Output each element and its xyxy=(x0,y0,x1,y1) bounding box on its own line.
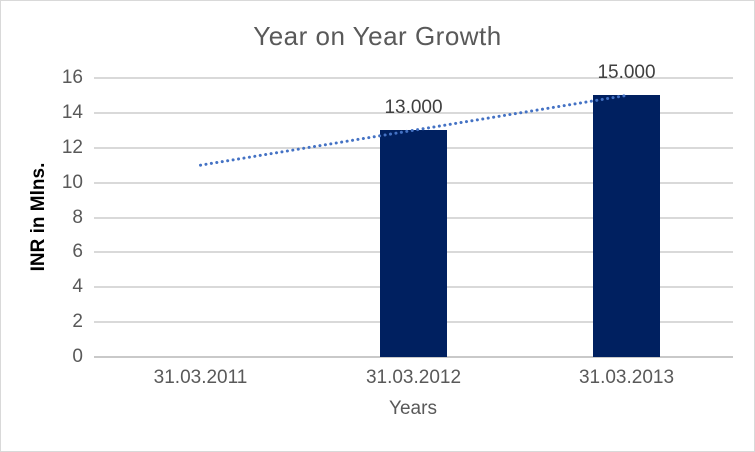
y-tick-label: 4 xyxy=(72,276,83,298)
y-tick-label: 6 xyxy=(72,241,83,263)
y-tick-label: 0 xyxy=(72,346,83,367)
y-tick-label: 8 xyxy=(72,206,83,228)
bar xyxy=(593,95,660,357)
x-axis-line xyxy=(94,356,733,358)
x-category-label: 31.03.2013 xyxy=(578,367,675,388)
y-tick-label: 12 xyxy=(61,136,83,158)
x-axis-title: Years xyxy=(389,398,437,419)
x-category-label: 31.03.2011 xyxy=(153,367,248,388)
y-tick-label: 2 xyxy=(72,311,83,333)
y-tick-label: 16 xyxy=(61,67,83,88)
gridline xyxy=(94,77,733,79)
bar xyxy=(380,130,447,357)
x-category-label: 31.03.2012 xyxy=(365,367,462,388)
chart-title: Year on Year Growth xyxy=(253,21,502,51)
plot-area: 13.000 15.000 xyxy=(94,63,733,358)
bar-data-label: 15.000 xyxy=(597,62,656,84)
trendline xyxy=(199,93,628,167)
bar-data-label: 13.000 xyxy=(384,97,443,119)
y-tick-label: 14 xyxy=(61,101,83,123)
gridline xyxy=(94,111,733,114)
y-tick-label: 10 xyxy=(61,171,83,193)
